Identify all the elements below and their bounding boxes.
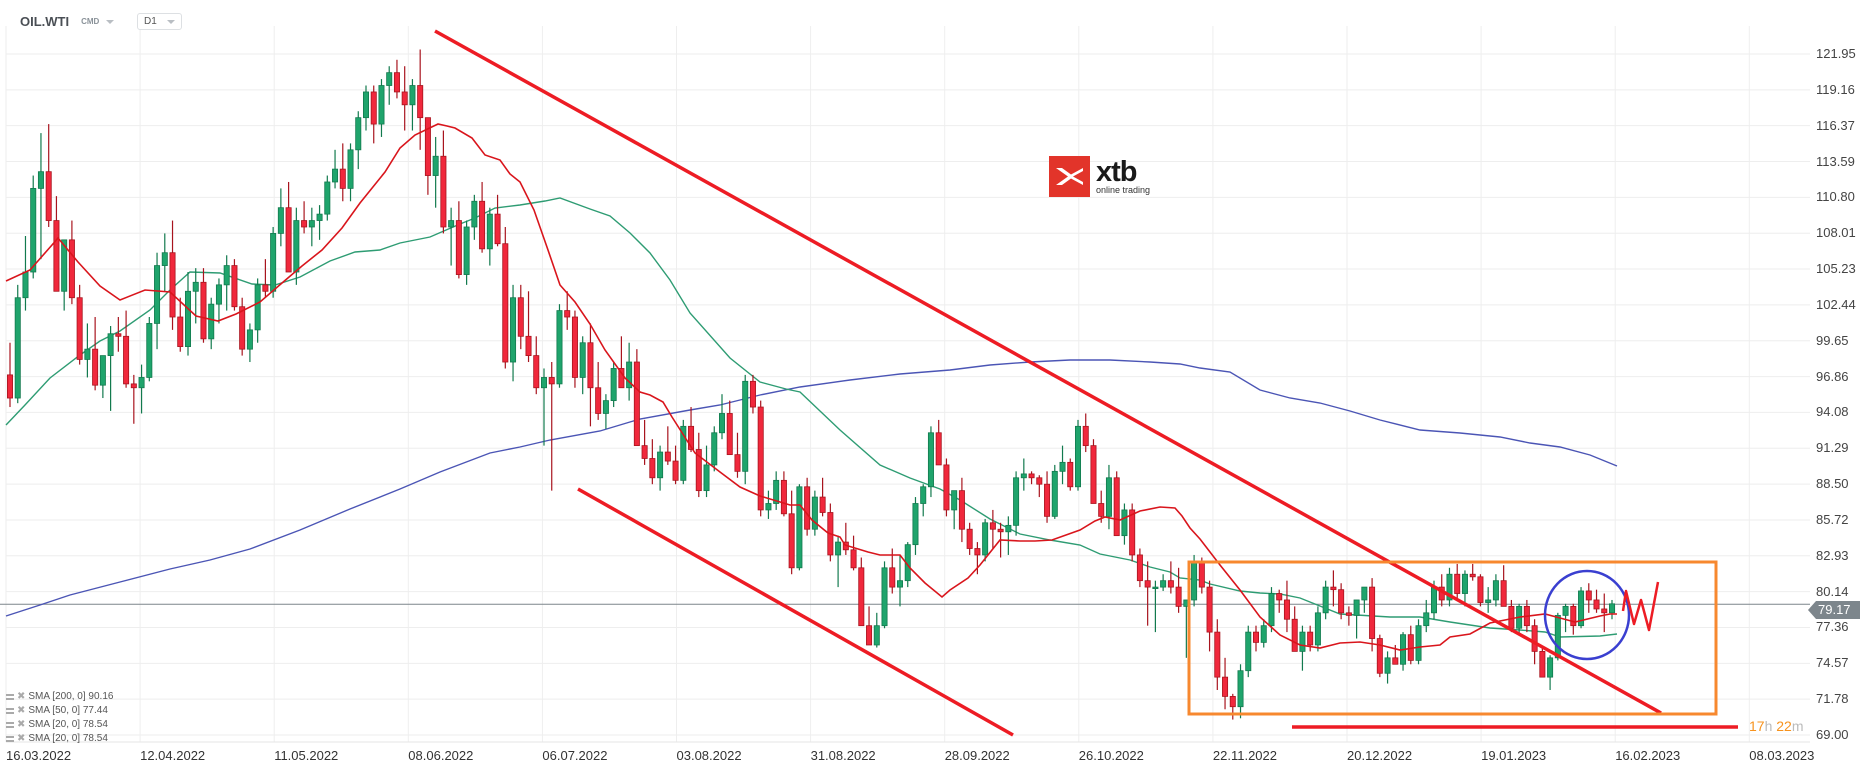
price-axis-label: 77.36 bbox=[1816, 619, 1849, 635]
price-axis-label: 71.78 bbox=[1816, 691, 1849, 707]
legend-item-sma50[interactable]: ✖ SMA [50, 0] 77.44 bbox=[6, 704, 113, 718]
candles bbox=[7, 49, 1616, 720]
close-icon[interactable]: ✖ bbox=[17, 719, 26, 730]
candle-countdown-timer: 17h 22m bbox=[1749, 718, 1804, 734]
time-axis-label: 31.08.2022 bbox=[810, 748, 876, 763]
price-axis-label: 96.86 bbox=[1816, 368, 1849, 384]
settings-icon[interactable] bbox=[6, 708, 14, 714]
settings-icon[interactable] bbox=[6, 736, 14, 742]
time-axis-label: 12.04.2022 bbox=[140, 748, 206, 763]
time-axis-label: 08.03.2023 bbox=[1749, 748, 1815, 763]
chevron-down-icon bbox=[166, 19, 175, 24]
time-axis-label: 26.10.2022 bbox=[1078, 748, 1144, 763]
lower-trendline[interactable] bbox=[577, 487, 1014, 737]
close-icon[interactable]: ✖ bbox=[17, 705, 26, 716]
sma20-line bbox=[5, 123, 1617, 651]
time-axis-label: 03.08.2022 bbox=[676, 748, 742, 763]
price-axis-label: 85.72 bbox=[1816, 511, 1849, 527]
legend-label: SMA [20, 0] 78.54 bbox=[28, 733, 108, 744]
zigzag-projection[interactable] bbox=[1621, 581, 1660, 632]
time-axis-label: 16.03.2022 bbox=[6, 748, 72, 763]
drawings[interactable] bbox=[434, 29, 1738, 737]
settings-icon[interactable] bbox=[6, 722, 14, 728]
price-axis-label: 94.08 bbox=[1816, 404, 1849, 420]
range-rectangle[interactable] bbox=[1187, 560, 1718, 716]
settings-icon[interactable] bbox=[6, 694, 14, 700]
symbol-header: OIL.WTI CMD bbox=[20, 14, 114, 29]
upper-trendline[interactable] bbox=[434, 29, 1662, 715]
timeframe-label: D1 bbox=[144, 16, 157, 27]
chevron-down-icon bbox=[105, 20, 114, 24]
timer-hours: 17 bbox=[1749, 718, 1765, 734]
xtb-x-icon bbox=[1049, 156, 1090, 197]
price-axis-label: 110.80 bbox=[1816, 189, 1855, 205]
time-axis-label: 16.02.2023 bbox=[1615, 748, 1681, 763]
price-axis-label: 113.59 bbox=[1816, 153, 1855, 169]
close-icon[interactable]: ✖ bbox=[17, 691, 26, 702]
time-axis-label: 08.06.2022 bbox=[408, 748, 474, 763]
legend-item-sma20-a[interactable]: ✖ SMA [20, 0] 78.54 bbox=[6, 718, 113, 732]
timer-hours-unit: h bbox=[1764, 718, 1773, 734]
logo-brand: xtb bbox=[1096, 155, 1138, 188]
grid bbox=[5, 26, 1810, 743]
timer-minutes-unit: m bbox=[1791, 718, 1804, 734]
logo-tagline: online trading bbox=[1096, 184, 1151, 195]
time-axis-label: 11.05.2022 bbox=[274, 748, 339, 763]
price-axis-label: 82.93 bbox=[1816, 547, 1849, 563]
legend-item-sma20-b[interactable]: ✖ SMA [20, 0] 78.54 bbox=[6, 732, 113, 746]
xtb-logo: xtb online trading bbox=[1049, 156, 1150, 197]
time-axis-label: 19.01.2023 bbox=[1481, 748, 1547, 763]
symbol-class-label: CMD bbox=[81, 17, 100, 26]
symbol-class-dropdown[interactable]: CMD bbox=[81, 17, 114, 26]
price-axis-label: 108.01 bbox=[1816, 225, 1856, 241]
price-axis-label: 91.29 bbox=[1816, 440, 1849, 456]
price-axis-label: 74.57 bbox=[1816, 655, 1849, 671]
time-axis-label: 06.07.2022 bbox=[542, 748, 608, 763]
sma50-line bbox=[5, 197, 1618, 638]
symbol-name: OIL.WTI bbox=[20, 14, 70, 29]
time-axis-label: 20.12.2022 bbox=[1347, 748, 1413, 763]
close-icon[interactable]: ✖ bbox=[17, 733, 26, 744]
timer-minutes: 22 bbox=[1776, 718, 1792, 734]
highlight-circle[interactable] bbox=[1543, 569, 1631, 661]
time-axis-label: 22.11.2022 bbox=[1212, 748, 1277, 763]
legend-label: SMA [200, 0] 90.16 bbox=[28, 691, 114, 702]
legend-item-sma200[interactable]: ✖ SMA [200, 0] 90.16 bbox=[6, 690, 113, 704]
legend-label: SMA [20, 0] 78.54 bbox=[28, 719, 108, 730]
time-axis-label: 28.09.2022 bbox=[944, 748, 1010, 763]
price-axis-label: 88.50 bbox=[1816, 476, 1849, 492]
price-axis-label: 99.65 bbox=[1816, 332, 1849, 348]
price-axis-label: 116.37 bbox=[1816, 117, 1855, 133]
price-axis-label: 119.16 bbox=[1816, 81, 1855, 97]
price-axis-label: 105.23 bbox=[1816, 261, 1856, 277]
current-price-tag: 79.17 bbox=[1808, 601, 1860, 619]
price-axis-label: 80.14 bbox=[1816, 583, 1849, 599]
price-axis-label: 69.00 bbox=[1816, 727, 1849, 742]
sma200-line bbox=[5, 359, 1618, 617]
indicator-legend: ✖ SMA [200, 0] 90.16 ✖ SMA [50, 0] 77.44… bbox=[6, 690, 113, 746]
timeframe-dropdown[interactable]: D1 bbox=[137, 13, 182, 30]
legend-label: SMA [50, 0] 77.44 bbox=[28, 705, 108, 716]
price-axis-label: 102.44 bbox=[1816, 296, 1856, 312]
price-axis-label: 121.95 bbox=[1816, 46, 1856, 61]
